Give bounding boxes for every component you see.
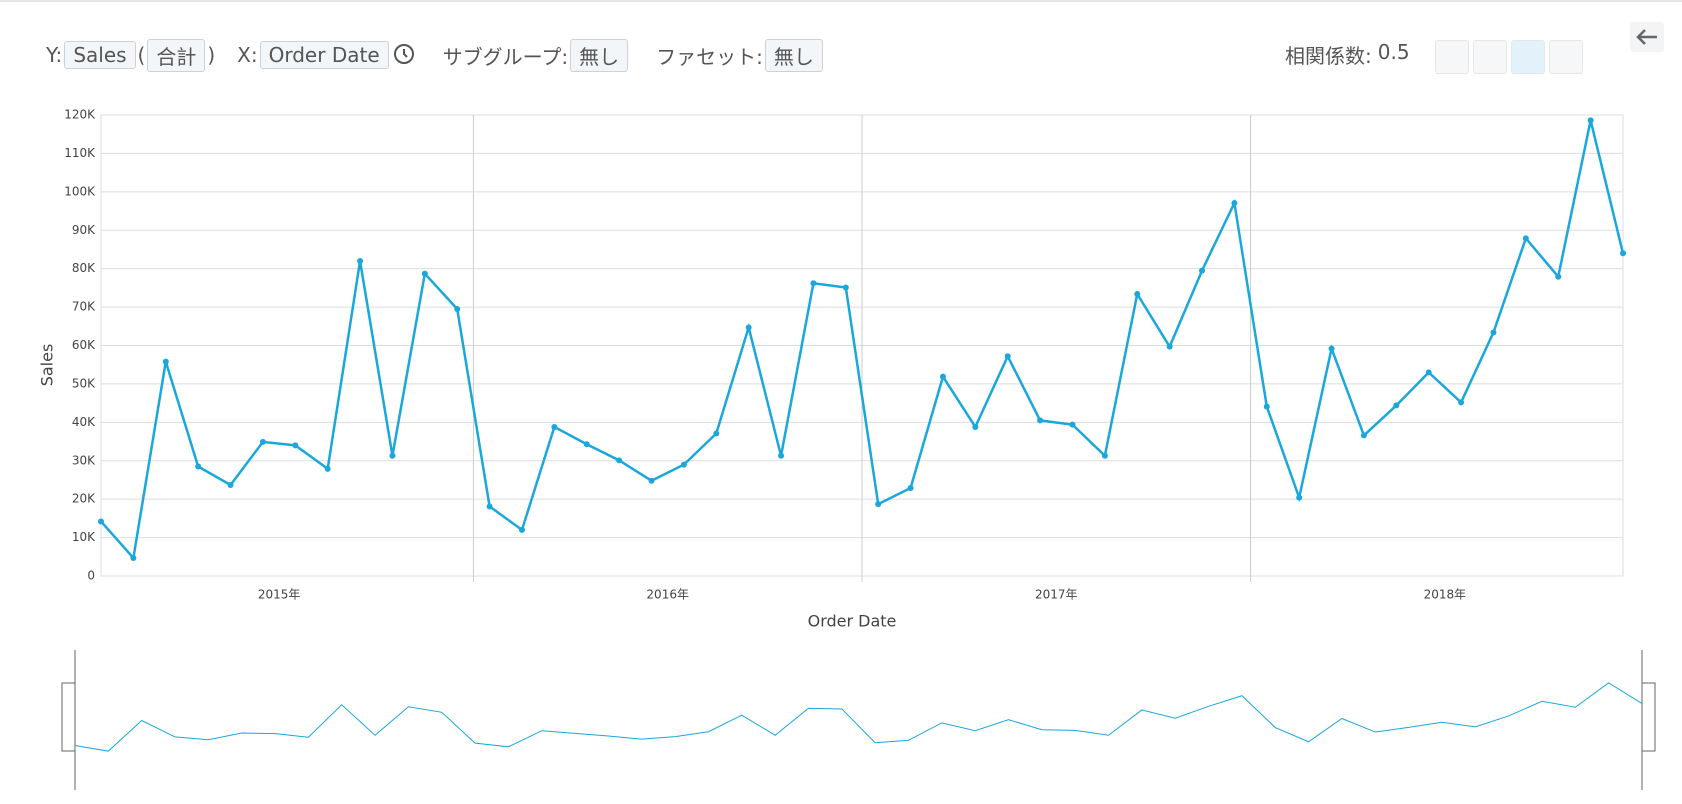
x-tick-label: 2018年 <box>1424 588 1467 602</box>
point <box>1037 417 1044 424</box>
point <box>713 430 720 437</box>
y-tick-label: 100K <box>64 184 96 198</box>
point <box>1199 267 1206 274</box>
plot-frame <box>100 114 1624 577</box>
y-label: Y: <box>46 43 63 67</box>
agg-open: ( <box>137 43 146 67</box>
point <box>130 554 137 561</box>
back-button[interactable] <box>1630 22 1664 52</box>
point <box>1263 403 1270 410</box>
point <box>389 452 396 459</box>
subgroup-value[interactable]: 無し <box>570 38 629 72</box>
correlation: 相関係数: 0.5 <box>1285 40 1410 69</box>
point <box>907 485 914 492</box>
point <box>745 324 752 331</box>
toolbar: Y: Sales ( 合計 ) X: Order Date サブグループ: 無し… <box>46 38 825 72</box>
point <box>518 526 525 533</box>
point <box>259 438 266 445</box>
point <box>98 518 104 525</box>
point <box>1587 117 1594 124</box>
y-axis-title: Sales <box>38 344 57 387</box>
correlation-value: 0.5 <box>1377 40 1410 64</box>
facet-label: ファセット: <box>656 44 763 69</box>
point <box>1004 353 1011 360</box>
y-tick-label: 70K <box>72 300 96 314</box>
y-tick-label: 110K <box>64 146 96 160</box>
aggregation[interactable]: 合計 <box>147 38 206 72</box>
y-tick-label: 40K <box>72 415 96 429</box>
bar-button[interactable] <box>1473 40 1507 74</box>
top-border <box>0 0 1682 2</box>
point <box>810 280 817 287</box>
point <box>778 452 785 459</box>
y-tick-label: 80K <box>72 261 96 275</box>
point <box>939 373 946 380</box>
y-tick-label: 0 <box>87 569 95 583</box>
point <box>421 270 428 277</box>
navigator-grip-right <box>1641 682 1656 752</box>
point <box>680 461 687 468</box>
x-tick-label: 2017年 <box>1035 588 1078 602</box>
facet-value[interactable]: 無し <box>764 38 823 72</box>
point <box>1620 250 1626 257</box>
point <box>1069 421 1076 428</box>
point <box>324 465 331 472</box>
point <box>551 423 558 430</box>
agg-close: ) <box>207 43 216 67</box>
point <box>1522 235 1529 242</box>
point <box>1296 494 1303 501</box>
point <box>875 501 882 508</box>
point <box>616 457 623 464</box>
point <box>1360 432 1367 439</box>
x-field[interactable]: Order Date <box>259 41 389 69</box>
x-axis-title: Order Date <box>808 612 897 631</box>
point <box>1328 345 1335 352</box>
point <box>842 284 849 291</box>
point <box>1393 402 1400 409</box>
point <box>648 477 655 484</box>
point <box>195 463 202 470</box>
point <box>1555 273 1562 280</box>
y-tick-label: 10K <box>72 530 96 544</box>
point <box>227 481 234 488</box>
y-tick-label: 60K <box>72 338 96 352</box>
point <box>583 441 590 448</box>
point <box>292 442 299 449</box>
point <box>1166 343 1173 350</box>
y-tick-label: 50K <box>72 376 96 390</box>
y-tick-label: 20K <box>72 492 96 506</box>
x-tick-label: 2016年 <box>646 588 689 602</box>
y-field[interactable]: Sales <box>64 41 136 69</box>
x-label: X: <box>237 43 258 67</box>
line-button[interactable] <box>1511 40 1545 74</box>
point <box>1425 369 1432 376</box>
point <box>1458 399 1465 406</box>
point <box>1490 329 1497 336</box>
point <box>162 358 169 365</box>
correlation-label: 相関係数: <box>1285 44 1372 68</box>
y-tick-label: 30K <box>72 453 96 467</box>
subgroup-label: サブグループ: <box>442 44 569 69</box>
point <box>454 306 461 313</box>
scatter-button[interactable] <box>1435 40 1469 74</box>
y-tick-label: 90K <box>72 223 96 237</box>
time-icon[interactable] <box>391 42 417 68</box>
area-button[interactable] <box>1549 40 1583 74</box>
point <box>486 503 493 510</box>
point <box>1101 452 1108 459</box>
navigator-grip-left <box>61 682 76 752</box>
y-tick-label: 120K <box>64 108 96 122</box>
navigator-line <box>74 682 1643 752</box>
point <box>1134 291 1141 298</box>
point <box>357 257 364 264</box>
x-tick-label: 2015年 <box>258 588 301 602</box>
point <box>1231 199 1238 206</box>
point <box>972 423 979 430</box>
line <box>100 120 1625 561</box>
